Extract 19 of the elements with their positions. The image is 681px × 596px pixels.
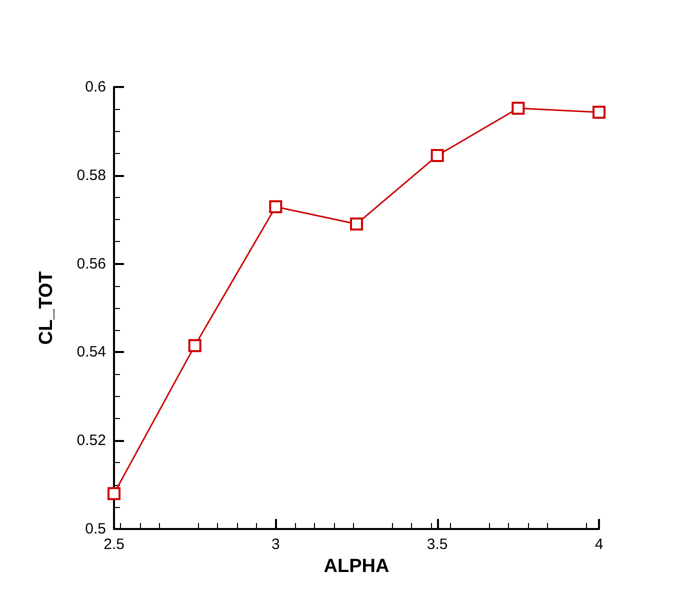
y-tick-label: 0.58 (76, 166, 106, 184)
x-tick-label: 3.5 (426, 536, 448, 553)
point (350, 218, 363, 231)
y-tick-label: 0.52 (76, 432, 106, 450)
point (592, 106, 606, 119)
y-axis-title: CL_TOT (36, 270, 57, 345)
y-tick-label: 0.56 (76, 255, 106, 272)
point (188, 339, 202, 352)
y-tick-label: 0.6 (85, 78, 106, 96)
x-tick-label: 4 (594, 536, 604, 553)
point (512, 102, 525, 115)
x-axis-title: ALPHA (324, 556, 390, 577)
point (430, 149, 444, 162)
x-tick-label: 3 (271, 536, 280, 553)
point (108, 487, 120, 500)
y-tick-label: 0.5 (85, 520, 106, 538)
point (269, 200, 282, 214)
y-tick-label: 0.54 (76, 344, 106, 361)
x-tick-label: 2.5 (104, 536, 124, 553)
